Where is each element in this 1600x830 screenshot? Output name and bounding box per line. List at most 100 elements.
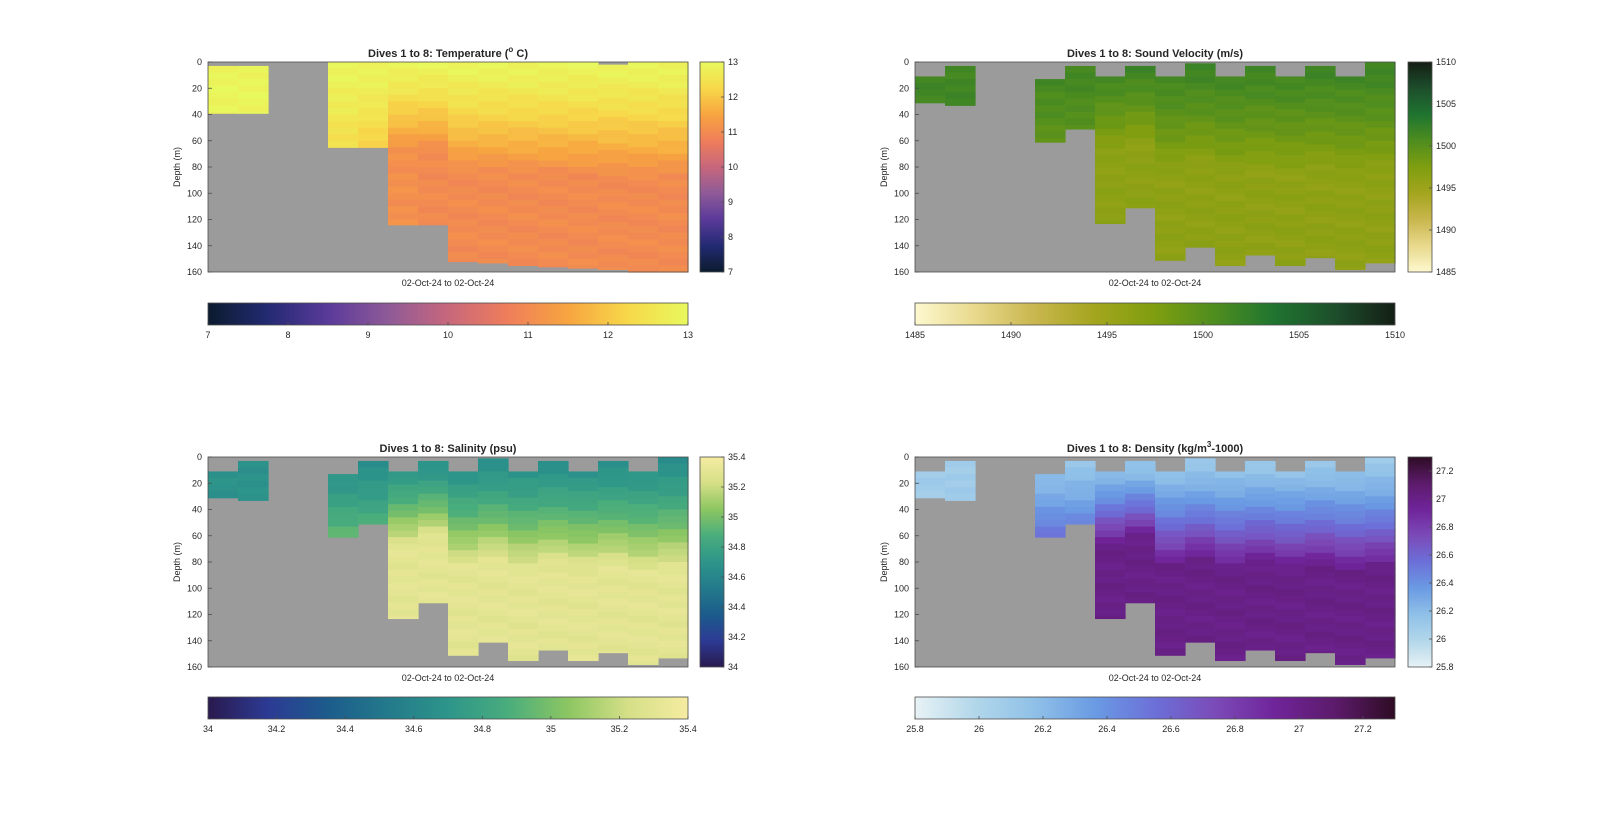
- heatmap-cell: [1125, 572, 1156, 580]
- heatmap-cell: [568, 239, 599, 247]
- heatmap-cell: [1095, 517, 1126, 525]
- heatmap-cell: [418, 506, 449, 515]
- heatmap-cell: [1275, 76, 1306, 84]
- heatmap-cell: [538, 107, 569, 116]
- heatmap-cell: [388, 173, 419, 181]
- heatmap-cell: [568, 471, 599, 479]
- sound-velocity-title-main: Dives 1 to 8: Sound Velocity (m/s): [1067, 48, 1243, 60]
- heatmap-cell: [1305, 467, 1336, 475]
- heatmap-cell: [1305, 487, 1336, 495]
- heatmap-cell: [1185, 517, 1216, 525]
- heatmap-cell: [508, 576, 539, 584]
- heatmap-cell: [1095, 491, 1126, 499]
- heatmap-cell: [1245, 151, 1276, 159]
- heatmap-cell: [1185, 464, 1216, 473]
- heatmap-cell: [1275, 622, 1306, 630]
- heatmap-cell: [1365, 212, 1396, 221]
- heatmap-cell: [328, 500, 359, 508]
- heatmap-cell: [328, 75, 359, 83]
- heatmap-cell: [568, 114, 599, 122]
- heatmap-cell: [1065, 506, 1096, 515]
- heatmap-cell: [1125, 487, 1156, 495]
- heatmap-cell: [358, 127, 389, 135]
- heatmap-cell: [448, 258, 479, 263]
- heatmap-cell: [598, 104, 629, 112]
- heatmap-cell: [1215, 478, 1246, 486]
- heatmap-cell: [568, 583, 599, 591]
- side-colorbar-tick-label: 27: [1436, 494, 1446, 504]
- heatmap-cell: [658, 601, 689, 609]
- heatmap-cell: [1155, 155, 1186, 163]
- heatmap-cell: [538, 140, 569, 148]
- heatmap-cell: [658, 496, 689, 504]
- heatmap-cell: [448, 589, 479, 597]
- heatmap-cell: [1365, 88, 1396, 96]
- heatmap-cell: [358, 68, 389, 76]
- heatmap-cell: [328, 121, 359, 129]
- heatmap-cell: [598, 572, 629, 580]
- heatmap-cell: [1365, 489, 1396, 497]
- heatmap-cell: [1335, 543, 1366, 551]
- heatmap-cell: [538, 625, 569, 633]
- heatmap-cell: [208, 478, 239, 486]
- heatmap-cell: [1035, 493, 1066, 501]
- heatmap-cell: [1335, 635, 1366, 643]
- heatmap-cell: [478, 147, 509, 155]
- heatmap-cell: [388, 517, 419, 525]
- heatmap-cell: [1155, 168, 1186, 176]
- heatmap-cell: [538, 480, 569, 488]
- bottom-colorbar-tick-label: 1485: [905, 330, 925, 340]
- bottom-colorbar-tick-label: 1510: [1385, 330, 1405, 340]
- y-tick-label: 60: [192, 531, 202, 541]
- heatmap-cell: [1245, 460, 1276, 469]
- heatmap-cell: [388, 167, 419, 175]
- heatmap-cell: [418, 147, 449, 155]
- heatmap-cell: [658, 173, 689, 181]
- heatmap-cell: [238, 72, 269, 80]
- heatmap-cell: [328, 526, 359, 534]
- heatmap-cell: [658, 239, 689, 247]
- y-tick-label: 100: [894, 188, 909, 198]
- heatmap-cell: [1275, 89, 1306, 97]
- heatmap-cell: [388, 180, 419, 188]
- heatmap-cell: [1275, 523, 1306, 532]
- heatmap-cell: [628, 160, 659, 168]
- heatmap-cell: [628, 602, 659, 610]
- heatmap-cell: [358, 460, 389, 469]
- heatmap-cell: [1245, 605, 1276, 613]
- heatmap-cell: [628, 523, 659, 532]
- heatmap-cell: [1035, 85, 1066, 93]
- heatmap-cell: [1305, 65, 1336, 74]
- heatmap-cell: [1335, 517, 1366, 525]
- heatmap-cell: [448, 186, 479, 194]
- heatmap-cell: [1065, 111, 1096, 120]
- heatmap-cell: [628, 589, 659, 597]
- heatmap-cell: [1065, 72, 1096, 80]
- heatmap-cell: [478, 615, 509, 623]
- heatmap-cell: [1155, 583, 1186, 591]
- heatmap-cell: [1125, 170, 1156, 179]
- salinity-chart-title: Dives 1 to 8: Salinity (psu): [380, 443, 517, 455]
- heatmap-cell: [658, 555, 689, 563]
- heatmap-cell: [628, 212, 659, 221]
- heatmap-cell: [508, 655, 539, 662]
- heatmap-cell: [418, 167, 449, 175]
- heatmap-cell: [1155, 596, 1186, 604]
- heatmap-cell: [1365, 101, 1396, 109]
- heatmap-cell: [1185, 89, 1216, 97]
- heatmap-cell: [1275, 583, 1306, 591]
- density-title-main: Dives 1 to 8: Density (kg/m: [1067, 443, 1207, 455]
- heatmap-cell: [628, 510, 659, 518]
- bottom-colorbar-tick-label: 34.6: [405, 724, 423, 734]
- y-tick-label: 40: [192, 505, 202, 515]
- heatmap-cell: [1155, 517, 1186, 525]
- heatmap-cell: [1335, 523, 1366, 532]
- heatmap-cell: [1185, 602, 1216, 610]
- heatmap-cell: [538, 618, 569, 626]
- heatmap-cell: [1245, 546, 1276, 554]
- heatmap-cell: [1335, 220, 1366, 228]
- heatmap-cell: [478, 173, 509, 181]
- heatmap-cell: [358, 493, 389, 501]
- heatmap-cell: [1365, 647, 1396, 655]
- heatmap-cell: [1125, 460, 1156, 469]
